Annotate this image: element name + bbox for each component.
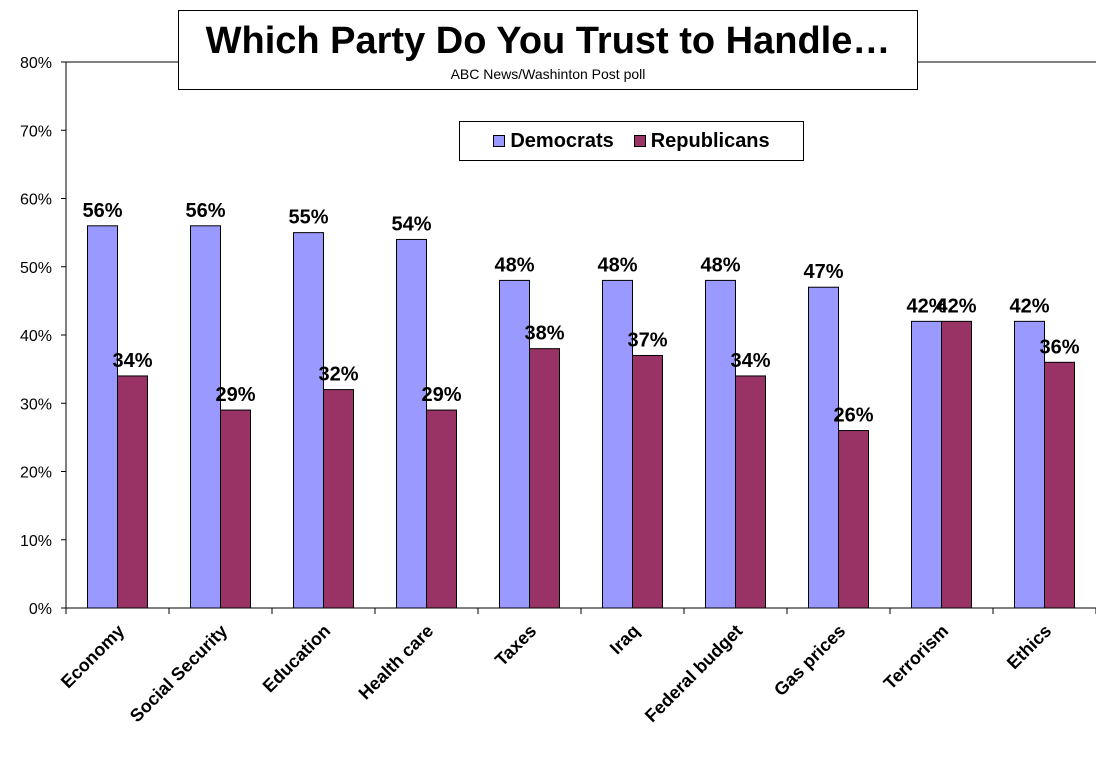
y-tick-label: 70%	[20, 123, 52, 140]
y-tick-label: 30%	[20, 396, 52, 413]
bar-republicans-ethics	[1044, 361, 1075, 609]
category-label: Health care	[355, 621, 438, 704]
y-tick-label: 50%	[20, 260, 52, 277]
y-tick-label: 40%	[20, 328, 52, 345]
category-label: Economy	[57, 621, 128, 692]
bar-democrats-terrorism	[911, 320, 942, 609]
data-label: 38%	[524, 323, 564, 345]
data-label: 42%	[1009, 295, 1049, 317]
bar-democrats-taxes	[499, 279, 530, 609]
bar-republicans-education	[323, 389, 354, 609]
data-label: 29%	[215, 384, 255, 406]
data-label: 48%	[597, 254, 637, 276]
bar-democrats-federal-budget	[705, 279, 736, 609]
data-label: 56%	[82, 200, 122, 222]
category-label: Taxes	[491, 621, 540, 670]
bar-republicans-taxes	[529, 348, 560, 609]
bar-democrats-health-care	[396, 238, 427, 609]
legend-label-democrats: Democrats	[510, 129, 614, 152]
bar-republicans-terrorism	[941, 320, 972, 609]
bar-democrats-gas-prices	[808, 286, 839, 609]
data-label: 56%	[185, 200, 225, 222]
legend-swatch-republicans	[633, 135, 646, 147]
category-label: Federal budget	[641, 621, 746, 726]
data-label: 34%	[730, 350, 770, 372]
data-label: 26%	[833, 405, 873, 427]
bars	[87, 225, 1075, 609]
title-box: Which Party Do You Trust to Handle… ABC …	[178, 10, 918, 90]
data-label: 48%	[494, 254, 534, 276]
legend-swatch-democrats	[493, 135, 506, 147]
data-label: 47%	[803, 261, 843, 283]
bar-republicans-social-security	[220, 409, 251, 609]
category-label: Terrorism	[880, 621, 953, 694]
chart-title: Which Party Do You Trust to Handle…	[205, 20, 891, 62]
data-label: 32%	[318, 364, 358, 386]
category-label: Education	[259, 621, 335, 697]
bar-democrats-ethics	[1014, 320, 1045, 609]
y-axis: 0% 10% 20% 30% 40% 50% 60% 70% 80%	[20, 55, 1096, 618]
bar-democrats-economy	[87, 225, 118, 609]
y-tick-label: 0%	[29, 601, 52, 618]
category-label: Iraq	[606, 621, 643, 658]
bar-democrats-education	[293, 232, 324, 609]
y-tick-label: 80%	[20, 55, 52, 72]
category-label: Ethics	[1003, 621, 1055, 673]
data-label: 34%	[112, 350, 152, 372]
bar-republicans-federal-budget	[735, 375, 766, 609]
data-labels: 56% 34% 56% 29% 55% 32% 54% 29% 48% 38% 48% 37% 48% 3…	[82, 200, 1079, 427]
bar-democrats-social-security	[190, 225, 221, 609]
bar-republicans-iraq	[632, 354, 663, 609]
y-tick-label: 60%	[20, 192, 52, 209]
category-label: Gas prices	[770, 621, 849, 700]
data-label: 42%	[906, 295, 946, 317]
x-axis	[65, 607, 1096, 614]
data-label: 36%	[1039, 336, 1079, 358]
data-label: 55%	[288, 207, 328, 229]
legend-item-democrats: Democrats	[493, 129, 614, 153]
data-label: 48%	[700, 254, 740, 276]
bar-republicans-economy	[117, 375, 148, 609]
y-tick-label: 20%	[20, 465, 52, 482]
legend: Democrats Republicans	[459, 121, 804, 161]
bar-republicans-health-care	[426, 409, 457, 609]
category-label: Social Security	[126, 621, 231, 726]
legend-item-republicans: Republicans	[633, 129, 770, 153]
y-tick-label: 10%	[20, 533, 52, 550]
data-label: 37%	[627, 329, 667, 351]
bar-republicans-gas-prices	[838, 430, 869, 609]
data-label: 42%	[936, 295, 976, 317]
data-label: 29%	[421, 384, 461, 406]
legend-label-republicans: Republicans	[650, 129, 770, 152]
chart-subtitle: ABC News/Washinton Post poll	[450, 66, 646, 82]
data-label: 54%	[391, 213, 431, 235]
